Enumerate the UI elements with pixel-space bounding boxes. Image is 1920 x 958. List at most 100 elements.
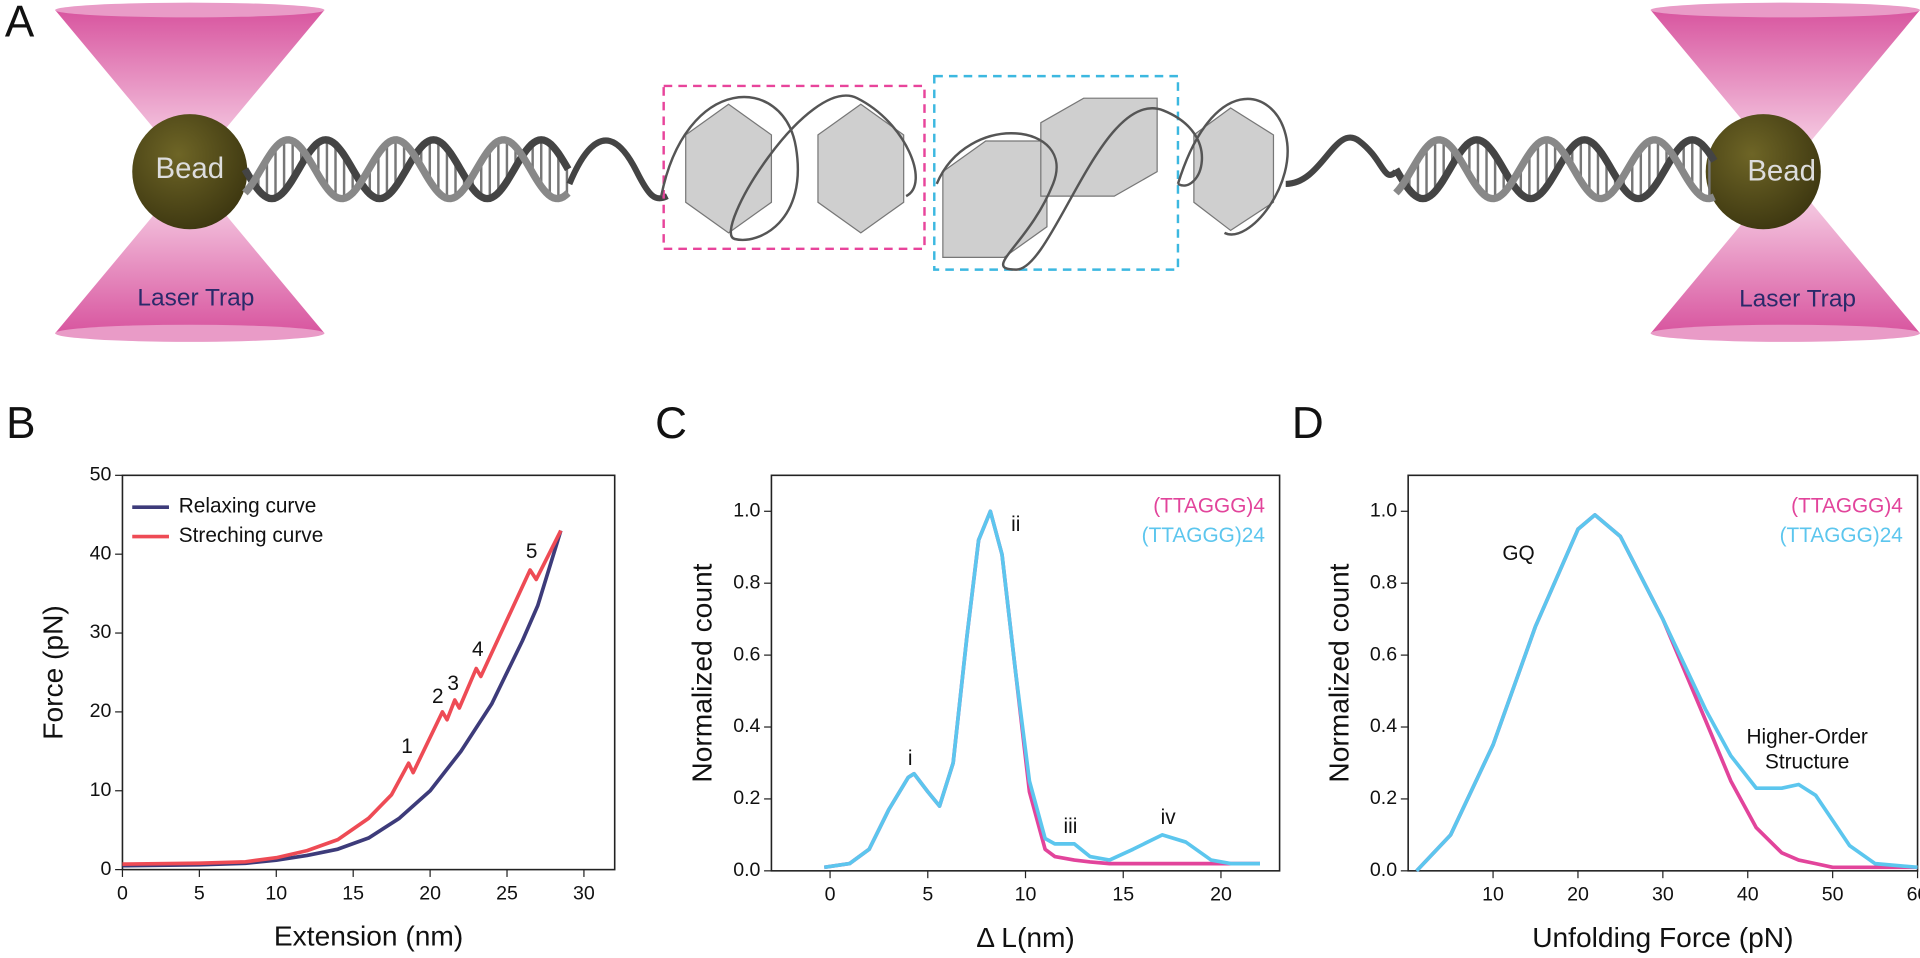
y-tick-label: 0.6: [733, 643, 760, 665]
x-tick-label: 10: [1015, 883, 1037, 905]
cone-cap: [55, 324, 325, 342]
y-tick-label: 0.4: [1370, 715, 1397, 737]
y-tick-label: 10: [90, 779, 112, 801]
y-tick-label: 0: [101, 858, 112, 880]
annotation: iv: [1161, 806, 1177, 829]
left-trap: Bead Laser Trap: [55, 2, 325, 342]
trap-label: Laser Trap: [137, 284, 254, 311]
legend-label: Streching curve: [179, 524, 324, 547]
cone: [55, 171, 325, 334]
diagram: A Bead Laser Trap Bead Laser Trap: [5, 0, 1920, 342]
panel-label: C: [655, 399, 687, 448]
y-tick-label: 50: [90, 463, 112, 485]
quadruplexes: [685, 97, 1275, 258]
series-line: [1415, 513, 1918, 873]
y-tick-label: 40: [90, 542, 112, 564]
y-tick-label: 1.0: [1370, 499, 1397, 521]
x-tick-label: 10: [265, 882, 287, 904]
annotation: GQ: [1502, 542, 1534, 565]
x-tick-label: 40: [1737, 883, 1759, 905]
x-tick-label: 5: [922, 883, 933, 905]
strand: [241, 136, 572, 203]
cone: [1650, 171, 1920, 334]
legend-label: (TTAGGG)4: [1153, 495, 1265, 518]
x-tick-label: 15: [1112, 883, 1134, 905]
strand: [242, 136, 571, 203]
cone: [1650, 10, 1920, 172]
chart: C 0 5 10 15 20 0.0 0.2 0.4 0.6 0.8 1.0 Δ L(nm) Normal…: [655, 399, 1281, 953]
box-4: [662, 84, 926, 251]
series-line: [122, 529, 563, 866]
x-tick-label: 60: [1907, 883, 1920, 905]
single-strand: [1285, 134, 1399, 187]
cone-cap: [1650, 2, 1920, 18]
cone: [55, 10, 325, 172]
legend-label: (TTAGGG)4: [1791, 495, 1903, 518]
cone-cap: [1650, 324, 1920, 342]
y-tick-label: 0.2: [1370, 787, 1397, 809]
y-tick-label: 0.0: [733, 859, 760, 881]
chart: D 10 20 30 40 50 60 0.0 0.2 0.4 0.6 0.8 1.0 Unfolding…: [1292, 399, 1920, 953]
y-tick-label: 0.8: [1370, 571, 1397, 593]
x-tick-label: 15: [342, 882, 364, 904]
y-tick-label: 20: [90, 700, 112, 722]
box-24: [933, 74, 1180, 271]
panel-label: A: [5, 0, 35, 46]
y-tick-label: 0.4: [733, 715, 760, 737]
x-axis-label: Extension (nm): [274, 921, 463, 952]
strand: [1392, 136, 1718, 203]
x-tick-label: 30: [573, 882, 595, 904]
y-tick-label: 30: [90, 621, 112, 643]
legend-label: (TTAGGG)24: [1780, 524, 1903, 547]
annotation: 2: [432, 685, 444, 708]
annotation: Higher-Order: [1747, 725, 1868, 748]
bead-label: Bead: [1747, 155, 1816, 188]
dna: [241, 134, 1718, 203]
y-tick-label: 1.0: [733, 499, 760, 521]
annotation: i: [908, 747, 913, 770]
x-tick-label: 5: [194, 882, 205, 904]
y-axis-label: Normalized count: [687, 563, 718, 782]
x-tick-label: 25: [496, 882, 518, 904]
x-tick-label: 20: [1567, 883, 1589, 905]
loops: [660, 94, 1289, 271]
legend-label: Relaxing curve: [179, 495, 317, 518]
plot-frame: [121, 474, 616, 871]
bead-label: Bead: [155, 152, 224, 185]
panel-label: B: [6, 399, 35, 448]
x-tick-label: 30: [1652, 883, 1674, 905]
x-tick-label: 0: [825, 883, 836, 905]
annotation: 1: [401, 735, 413, 758]
x-tick-label: 0: [117, 882, 128, 904]
strand: [1393, 136, 1716, 203]
annotation: 4: [472, 638, 484, 661]
annotation: Structure: [1765, 750, 1849, 773]
x-tick-label: 10: [1482, 883, 1504, 905]
x-axis-label: Unfolding Force (pN): [1532, 922, 1793, 953]
series-line: [823, 509, 1260, 870]
y-tick-label: 0.2: [733, 787, 760, 809]
series-line: [823, 509, 1260, 870]
x-tick-label: 20: [419, 882, 441, 904]
bead: [1705, 114, 1821, 230]
right-trap: Bead Laser Trap: [1650, 2, 1920, 342]
trap-label: Laser Trap: [1739, 286, 1856, 313]
annotation: iii: [1064, 815, 1078, 838]
cone-cap: [55, 2, 325, 18]
series-line: [1415, 513, 1918, 873]
single-strand: [566, 137, 669, 202]
annotation: 5: [526, 540, 538, 563]
panel-label: D: [1292, 399, 1324, 448]
y-axis-label: Normalized count: [1323, 563, 1354, 782]
y-axis-label: Force (pN): [38, 605, 69, 740]
legend-label: (TTAGGG)24: [1142, 524, 1265, 547]
bead: [132, 114, 248, 230]
series-line: [122, 530, 563, 868]
x-tick-label: 50: [1822, 883, 1844, 905]
annotation: ii: [1011, 513, 1020, 536]
x-axis-label: Δ L(nm): [976, 922, 1075, 953]
